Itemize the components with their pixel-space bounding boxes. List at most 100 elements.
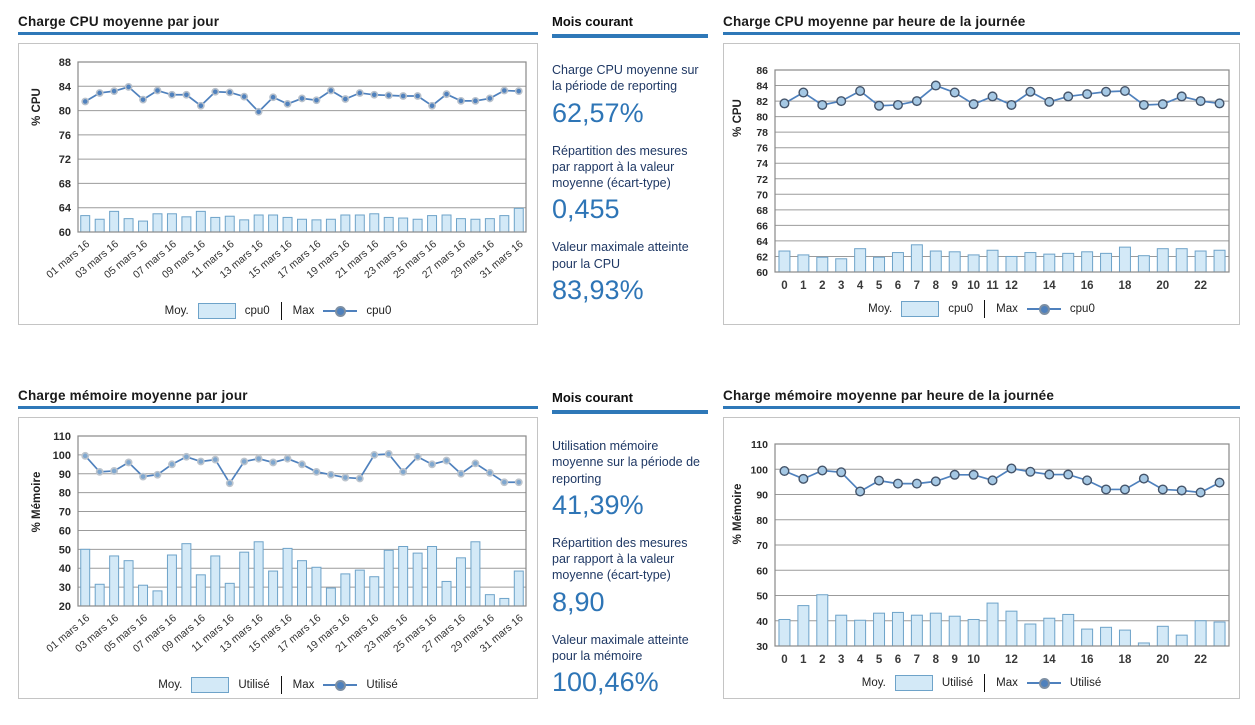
svg-text:12: 12 <box>1005 280 1018 292</box>
stat-label: Valeur maximale atteinte pour la mémoire <box>552 632 689 663</box>
svg-text:80: 80 <box>756 515 768 527</box>
svg-text:3: 3 <box>838 280 844 292</box>
svg-text:4: 4 <box>856 654 863 666</box>
stat-cpu-max: Valeur maximale atteinte pour la CPU 83,… <box>552 239 708 306</box>
legend-max-label: Max <box>292 305 315 317</box>
svg-text:60: 60 <box>59 525 71 537</box>
svg-text:12: 12 <box>1005 654 1018 666</box>
chart-title-memory-hour: Charge mémoire moyenne par heure de la j… <box>723 388 1240 409</box>
svg-text:72: 72 <box>756 174 768 186</box>
memory-hour-chart-canvas: 30 40 50 60 70 80 90 100 110 0 1 2 3 4 5 6 7 8 9 10 12 14 16 18… <box>732 439 1230 666</box>
cpu-hour-chart-section: Charge CPU moyenne par heure de la journ… <box>723 14 1240 325</box>
svg-text:70: 70 <box>756 540 768 552</box>
legend-moy-series: cpu0 <box>948 303 974 315</box>
panel-heading: Mois courant <box>552 14 708 38</box>
svg-text:6: 6 <box>894 280 900 292</box>
svg-text:68: 68 <box>59 178 71 190</box>
stat-memory-mean: Utilisation mémoire moyenne sur la pério… <box>552 438 708 521</box>
chart-legend: Moy. Utilisé Max Utilisé <box>158 676 398 694</box>
svg-text:72: 72 <box>59 154 71 166</box>
svg-text:0: 0 <box>781 280 787 292</box>
svg-text:5: 5 <box>875 654 882 666</box>
stat-label: Utilisation mémoire moyenne sur la pério… <box>552 439 701 486</box>
chart-title-cpu-hour: Charge CPU moyenne par heure de la journ… <box>723 14 1240 35</box>
svg-text:60: 60 <box>59 227 71 239</box>
svg-text:18: 18 <box>1118 280 1131 292</box>
svg-text:18: 18 <box>1118 654 1131 666</box>
chart-box-cpu-day: 60 64 68 72 76 80 84 88 01 mars 16 03 mars 16 05 m… <box>18 43 538 325</box>
svg-text:86: 86 <box>756 65 768 77</box>
svg-text:30: 30 <box>756 641 768 653</box>
chart-legend: Moy. Utilisé Max Utilisé <box>862 674 1101 692</box>
legend-max-label: Max <box>996 303 1018 315</box>
chart-box-cpu-hour: 60 62 64 66 68 70 72 74 76 78 80 82 84 86 0 1 2 3 4 5 6 7 8 9 10… <box>723 43 1240 325</box>
legend-max-series: cpu0 <box>366 305 392 317</box>
bar-swatch-icon <box>901 301 940 317</box>
legend-divider <box>280 676 282 694</box>
svg-text:40: 40 <box>756 616 768 628</box>
legend-moy-series: cpu0 <box>244 305 270 317</box>
svg-text:84: 84 <box>756 81 768 93</box>
stat-label: Valeur maximale atteinte pour la CPU <box>552 240 689 271</box>
bar-swatch-icon <box>894 675 933 691</box>
bar-swatch-icon <box>197 303 236 319</box>
svg-text:% CPU: % CPU <box>732 99 744 137</box>
svg-text:110: 110 <box>53 431 71 443</box>
svg-text:11: 11 <box>986 280 999 292</box>
svg-text:4: 4 <box>856 280 863 292</box>
line-marker-icon <box>1026 676 1061 690</box>
svg-text:22: 22 <box>1194 654 1207 666</box>
svg-text:60: 60 <box>756 565 768 577</box>
legend-max-series: Utilisé <box>1069 677 1102 689</box>
svg-text:9: 9 <box>951 280 957 292</box>
svg-text:16: 16 <box>1080 280 1093 292</box>
svg-text:70: 70 <box>59 507 71 519</box>
cpu-day-chart-section: Charge CPU moyenne par jour 60 64 68 72 76 80… <box>18 14 538 325</box>
svg-text:64: 64 <box>59 203 72 215</box>
chart-box-memory-hour: 30 40 50 60 70 80 90 100 110 0 1 2 3 4 5 6 7 8 9 10 12 14 16 18… <box>723 417 1240 699</box>
svg-text:82: 82 <box>756 96 768 108</box>
svg-text:7: 7 <box>913 280 919 292</box>
svg-text:7: 7 <box>913 654 919 666</box>
svg-text:3: 3 <box>838 654 844 666</box>
svg-text:1: 1 <box>800 280 807 292</box>
svg-text:100: 100 <box>53 450 71 462</box>
stat-label: Répartition des mesures par rapport à la… <box>552 143 688 191</box>
svg-text:80: 80 <box>59 488 71 500</box>
svg-text:74: 74 <box>756 158 768 170</box>
stat-memory-max: Valeur maximale atteinte pour la mémoire… <box>552 632 708 699</box>
stat-value: 8,90 <box>552 586 605 617</box>
svg-text:76: 76 <box>59 130 71 142</box>
svg-text:60: 60 <box>756 267 768 279</box>
svg-text:40: 40 <box>59 563 71 575</box>
stats-panel-cpu: Mois courant Charge CPU moyenne sur la p… <box>552 14 708 320</box>
svg-text:90: 90 <box>756 490 768 502</box>
legend-moy-label: Moy. <box>868 303 893 315</box>
svg-text:0: 0 <box>781 654 787 666</box>
svg-text:2: 2 <box>819 654 825 666</box>
svg-text:90: 90 <box>59 469 71 481</box>
svg-text:110: 110 <box>751 439 768 451</box>
svg-text:1: 1 <box>800 654 807 666</box>
svg-text:22: 22 <box>1194 280 1207 292</box>
svg-text:20: 20 <box>59 601 71 613</box>
legend-max-label: Max <box>996 677 1018 689</box>
line-marker-icon <box>323 678 358 692</box>
svg-text:% Mémoire: % Mémoire <box>732 484 744 545</box>
line-marker-icon <box>1026 302 1061 316</box>
svg-text:50: 50 <box>59 544 71 556</box>
svg-text:50: 50 <box>756 591 768 603</box>
legend-moy-label: Moy. <box>861 677 886 689</box>
legend-max-series: cpu0 <box>1069 303 1095 315</box>
svg-text:20: 20 <box>1156 280 1169 292</box>
svg-text:64: 64 <box>756 236 768 248</box>
chart-legend: Moy. cpu0 Max cpu0 <box>868 300 1095 318</box>
stat-cpu-mean: Charge CPU moyenne sur la période de rep… <box>552 62 708 129</box>
stat-label: Charge CPU moyenne sur la période de rep… <box>552 63 699 94</box>
legend-max-series: Utilisé <box>366 679 398 691</box>
line-marker-icon <box>323 304 358 318</box>
legend-divider <box>280 302 282 320</box>
